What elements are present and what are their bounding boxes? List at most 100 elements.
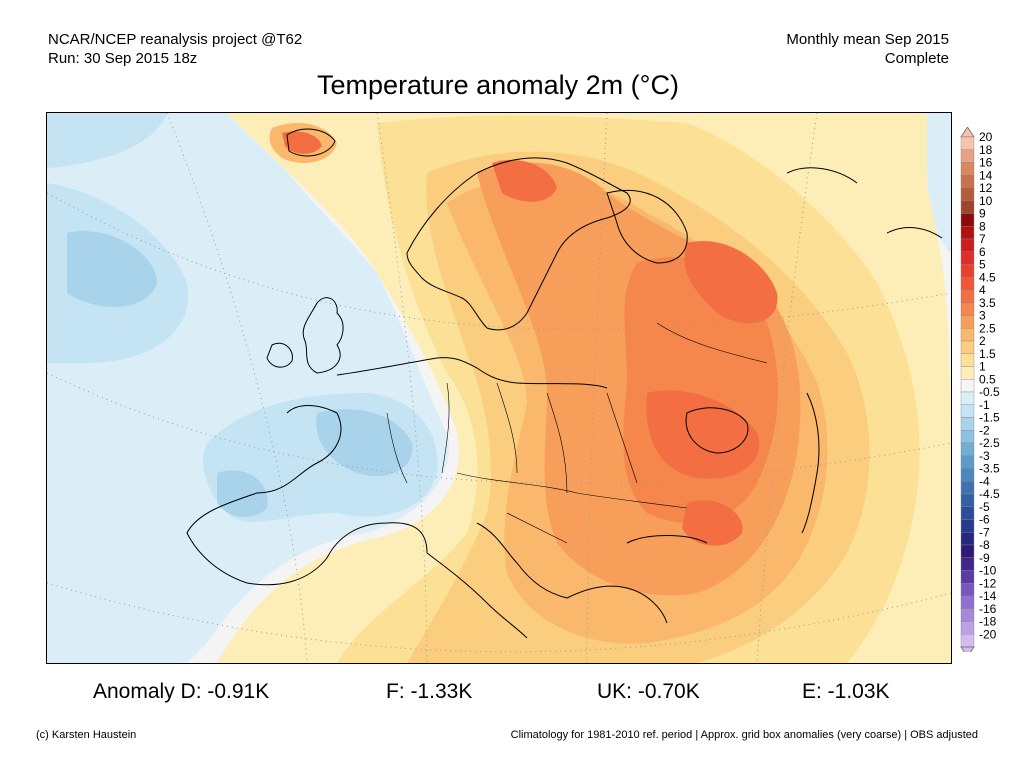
cool-core-atlantic [67, 231, 157, 307]
colorbar-swatch [960, 277, 975, 291]
source-label: NCAR/NCEP reanalysis project @T62 [48, 31, 303, 48]
graticule [47, 113, 951, 663]
warm-core-ukraine [646, 390, 759, 479]
colorbar-swatch [960, 175, 975, 189]
colorbar-swatch [960, 289, 975, 303]
anomaly-germany: Anomaly D: -0.91K [93, 680, 270, 703]
coast-scandinavia [406, 157, 631, 331]
colorbar-swatch [960, 162, 975, 176]
colorbar-swatch [960, 634, 975, 648]
colorbar-swatch [960, 391, 975, 405]
colorbar-tick-label: 20 [979, 130, 993, 144]
colorbar-tick-label: 1 [979, 360, 986, 374]
warm-core-russia [684, 241, 778, 324]
header-right: Monthly mean Sep 2015 Complete [786, 30, 949, 68]
cool-field-east [927, 113, 951, 253]
colorbar-labels: 201816141210987654.543.532.521.510.5-0.5… [979, 130, 1000, 641]
coast-ireland [266, 342, 293, 368]
coast-iceland [286, 128, 336, 157]
colorbar-tick-label: 16 [979, 156, 993, 170]
colorbar-swatch [960, 570, 975, 584]
colorbar-tick-label: -0.5 [979, 385, 1000, 399]
colorbar-tick-label: 18 [979, 143, 993, 157]
colorbar: 201816141210987654.543.532.521.510.5-0.5… [960, 127, 1000, 652]
run-label: Run: 30 Sep 2015 18z [48, 50, 198, 67]
colorbar-tick-label: -1.5 [979, 411, 1000, 425]
warm-core-iceland [282, 131, 322, 154]
coast-arctic [786, 167, 943, 239]
colorbar-tick-label: -6 [979, 513, 990, 527]
colorbar-swatch [960, 417, 975, 431]
colorbar-tick-label: -8 [979, 538, 990, 552]
colorbar-tick-label: -5 [979, 500, 990, 514]
colorbar-swatch [960, 226, 975, 240]
coastlines [186, 128, 943, 639]
colorbar-tick-label: -4 [979, 474, 990, 488]
warm-core-scandinavia [492, 159, 557, 202]
colorbar-tick-label: 2 [979, 334, 986, 348]
colorbar-tick-label: 9 [979, 207, 986, 221]
colorbar-swatch [960, 608, 975, 622]
colorbar-swatch [960, 315, 975, 329]
map-svg [47, 113, 951, 663]
colorbar-tick-label: -3 [979, 449, 990, 463]
colorbar-swatch [960, 430, 975, 444]
colorbar-tick-label: -2 [979, 423, 990, 437]
colorbar-swatch [960, 328, 975, 342]
colorbar-tick-label: 10 [979, 194, 993, 208]
colorbar-tick-label: -1 [979, 398, 990, 412]
status-label: Complete [884, 50, 949, 67]
anomaly-uk: UK: -0.70K [597, 680, 700, 703]
colorbar-tick-label: 2.5 [979, 321, 996, 335]
cool-core-france [316, 409, 413, 477]
coast-caspian [801, 392, 820, 534]
coast-italy [426, 522, 568, 639]
colorbar-swatch [960, 353, 975, 367]
colorbar-bottom-arrow [960, 646, 975, 652]
colorbar-swatch [960, 136, 975, 150]
climatology-note: Climatology for 1981-2010 ref. period | … [510, 729, 978, 741]
borders [386, 322, 768, 544]
coast-western-europe [186, 405, 428, 586]
coast-balkans-blacksea [566, 535, 708, 624]
colorbar-swatch [960, 251, 975, 265]
colorbar-swatch [960, 442, 975, 456]
colorbar-swatch [960, 493, 975, 507]
colorbar-swatch [960, 149, 975, 163]
coast-great-britain [302, 297, 344, 374]
colorbar-swatch [960, 200, 975, 214]
colorbar-swatch [960, 595, 975, 609]
colorbar-tick-label: 12 [979, 181, 993, 195]
colorbar-tick-label: -20 [979, 627, 997, 641]
colorbar-tick-label: -14 [979, 589, 997, 603]
colorbar-tick-label: 4 [979, 283, 986, 297]
colorbar-tick-label: -10 [979, 564, 997, 578]
colorbar-swatch [960, 506, 975, 520]
colorbar-tick-label: 14 [979, 168, 993, 182]
colorbar-tick-label: 5 [979, 258, 986, 272]
coast-azov [685, 407, 749, 454]
cool-core-iberia [217, 470, 268, 518]
colorbar-tick-label: 8 [979, 219, 986, 233]
colorbar-tick-label: -18 [979, 615, 997, 629]
colorbar-swatch [960, 532, 975, 546]
colorbar-tick-label: -2.5 [979, 436, 1000, 450]
colorbar-swatch [960, 481, 975, 495]
colorbar-swatch [960, 366, 975, 380]
colorbar-swatch [960, 302, 975, 316]
colorbar-swatch [960, 404, 975, 418]
coast-north-europe [336, 357, 608, 389]
colorbar-tick-label: 0.5 [979, 372, 996, 386]
colorbar-swatches [960, 127, 975, 652]
coast-finland [606, 189, 688, 264]
anomaly-france: F: -1.33K [386, 680, 473, 703]
colorbar-swatch [960, 455, 975, 469]
map-title: Temperature anomaly 2m (°C) [317, 70, 679, 100]
colorbar-tick-label: -3.5 [979, 462, 1000, 476]
colorbar-tick-label: 6 [979, 245, 986, 259]
colorbar-top-arrow [960, 127, 975, 138]
warm-core-caucasus [682, 500, 743, 546]
colorbar-swatch [960, 213, 975, 227]
colorbar-tick-label: 7 [979, 232, 986, 246]
colorbar-tick-label: -16 [979, 602, 997, 616]
